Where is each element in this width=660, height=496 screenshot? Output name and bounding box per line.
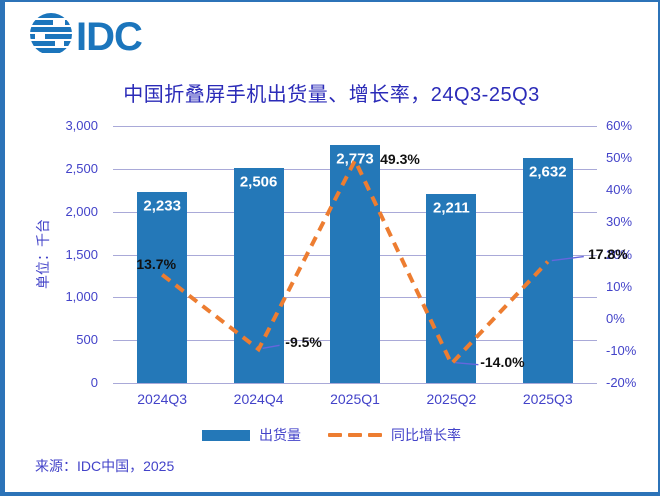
- legend-bar-label: 出货量: [259, 427, 301, 443]
- bar-2025Q1: [330, 145, 380, 383]
- chart-title: 中国折叠屏手机出货量、增长率，24Q3-25Q3: [123, 84, 540, 106]
- x-axis-tick-2024Q4: 2024Q4: [233, 391, 284, 407]
- bar-value-label: 2,211: [433, 199, 470, 217]
- idc-logo: IDC: [29, 12, 143, 61]
- label-leader-line: [551, 255, 584, 262]
- y-axis-tick-right: 40%: [606, 182, 633, 198]
- bar-2025Q2: [426, 193, 477, 383]
- y-axis-tick-left: 1,000: [65, 289, 98, 305]
- y-axis-tick-left: 0: [90, 375, 98, 390]
- bar-value-label: 2,233: [143, 197, 181, 215]
- growth-value-label: 13.7%: [136, 255, 177, 272]
- bar-2025Q3: [522, 157, 573, 383]
- x-axis-tick-2025Q1: 2025Q1: [330, 391, 380, 407]
- y-axis-tick-right: 50%: [606, 150, 633, 166]
- source-note: 来源：IDC中国，2025: [35, 458, 175, 474]
- idc-logo-text: IDC: [76, 14, 143, 59]
- gridline: [113, 126, 597, 127]
- y-axis-tick-right: 20%: [606, 246, 633, 262]
- legend-dashed-line-swatch: [328, 433, 382, 437]
- bar-value-label: 2,506: [239, 173, 278, 191]
- label-leader-line: [262, 344, 280, 349]
- growth-value-label: -14.0%: [480, 353, 525, 370]
- idc-globe-icon: [29, 12, 73, 61]
- y-axis-tick-left: 1,500: [65, 246, 98, 262]
- growth-value-label: -9.5%: [285, 334, 322, 351]
- y-axis-tick-left: 2,000: [65, 203, 98, 219]
- growth-rate-dashed-line: [160, 155, 550, 368]
- x-axis-tick-2025Q3: 2025Q3: [522, 391, 573, 407]
- label-leader-line: [455, 362, 479, 366]
- legend-bar-swatch: [202, 429, 250, 441]
- y-axis-tick-right: 60%: [606, 118, 633, 133]
- growth-value-label: 17.8%: [587, 245, 628, 262]
- y-axis-tick-left: 2,500: [65, 160, 98, 176]
- y-axis-tick-right: 10%: [606, 278, 633, 294]
- bar-value-label: 2,773: [336, 150, 374, 168]
- x-axis-tick-2025Q2: 2025Q2: [426, 391, 477, 407]
- legend-line-label: 同比增长率: [391, 427, 461, 443]
- chart-legend: 出货量 同比增长率: [5, 425, 658, 445]
- gridline: [113, 383, 597, 384]
- bar-value-label: 2,632: [529, 163, 567, 181]
- x-axis-tick-2024Q3: 2024Q3: [137, 391, 188, 407]
- y-axis-tick-right: 30%: [606, 214, 633, 230]
- y-axis-tick-right: 0%: [606, 310, 625, 326]
- growth-value-label: 49.3%: [380, 151, 420, 168]
- y-axis-tick-left: 500: [76, 332, 98, 348]
- growth-rate-line: [160, 155, 584, 368]
- y-axis-tick-left: 3,000: [65, 118, 98, 133]
- y-axis-tick-right: -20%: [606, 375, 637, 390]
- y-axis-tick-right: -10%: [606, 342, 637, 358]
